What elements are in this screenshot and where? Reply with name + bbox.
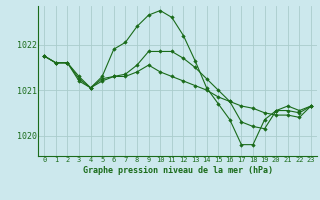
X-axis label: Graphe pression niveau de la mer (hPa): Graphe pression niveau de la mer (hPa) xyxy=(83,166,273,175)
